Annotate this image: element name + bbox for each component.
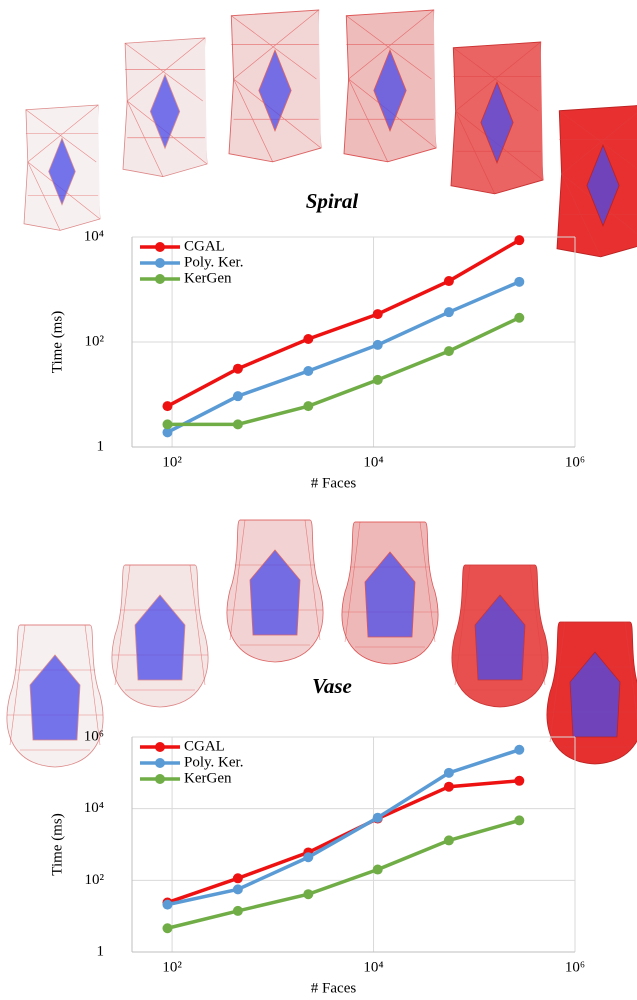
- data-point: [514, 745, 524, 755]
- y-tick-label: 10⁴: [84, 228, 104, 244]
- data-point: [514, 815, 524, 825]
- y-axis-label: Time (ms): [49, 813, 65, 875]
- data-point: [514, 313, 524, 323]
- legend-item: KerGen: [140, 770, 232, 786]
- data-point: [373, 865, 383, 875]
- data-point: [233, 391, 243, 401]
- figure: 10² 10⁴ 10⁶ 1 10² 10⁴ Spiral # Faces Time (ms) CG…: [0, 0, 637, 1000]
- data-point: [303, 334, 313, 344]
- legend-label: Poly. Ker.: [184, 254, 243, 270]
- data-point: [233, 419, 243, 429]
- data-point: [303, 366, 313, 376]
- legend-label: CGAL: [184, 738, 225, 754]
- y-axis-label: Time (ms): [49, 311, 65, 373]
- series-line: [167, 781, 519, 903]
- data-point: [514, 277, 524, 287]
- data-point: [444, 782, 454, 792]
- legend-marker: [155, 242, 165, 252]
- y-tick-label: 10⁴: [84, 800, 104, 816]
- data-point: [162, 419, 172, 429]
- data-point: [373, 309, 383, 319]
- series-line: [167, 282, 519, 433]
- x-axis-label: # Faces: [311, 980, 357, 996]
- x-tick-label: 10²: [162, 959, 182, 975]
- data-point: [373, 375, 383, 385]
- legend-marker: [155, 274, 165, 284]
- data-point: [303, 401, 313, 411]
- x-tick-label: 10⁴: [363, 959, 383, 975]
- data-point: [444, 276, 454, 286]
- legend-item: KerGen: [140, 270, 232, 286]
- legend-label: CGAL: [184, 238, 225, 254]
- chart: 10² 10⁴ 10⁶ 1 10² 10⁴ 10⁶ Vase # Faces Time (ms) C…: [49, 674, 585, 997]
- x-axis-label: # Faces: [311, 475, 357, 491]
- data-point: [233, 364, 243, 374]
- data-point: [444, 346, 454, 356]
- chart: 10² 10⁴ 10⁶ 1 10² 10⁴ Spiral # Faces Time (ms) CG…: [49, 189, 585, 492]
- legend-item: CGAL: [140, 238, 225, 254]
- y-tick-label: 10²: [85, 333, 105, 349]
- data-point: [444, 768, 454, 778]
- data-point: [514, 776, 524, 786]
- legend-marker: [155, 742, 165, 752]
- data-point: [233, 884, 243, 894]
- data-point: [233, 906, 243, 916]
- legend-marker: [155, 258, 165, 268]
- data-point: [162, 401, 172, 411]
- x-tick-label: 10⁴: [363, 454, 383, 470]
- x-tick-label: 10⁶: [565, 454, 585, 470]
- data-point: [233, 873, 243, 883]
- legend-item: CGAL: [140, 738, 225, 754]
- legend-label: KerGen: [184, 770, 232, 786]
- chart-title: Vase: [312, 674, 352, 698]
- x-tick-label: 10⁶: [565, 959, 585, 975]
- data-point: [303, 852, 313, 862]
- data-point: [444, 307, 454, 317]
- spiral-renders: [24, 10, 637, 257]
- legend-marker: [155, 774, 165, 784]
- x-tick-label: 10²: [162, 454, 182, 470]
- legend-marker: [155, 758, 165, 768]
- data-point: [162, 923, 172, 933]
- data-point: [303, 889, 313, 899]
- legend-label: KerGen: [184, 270, 232, 286]
- data-point: [514, 235, 524, 245]
- data-point: [373, 340, 383, 350]
- data-point: [162, 900, 172, 910]
- y-tick-label: 10²: [85, 872, 105, 888]
- chart-title: Spiral: [306, 189, 359, 213]
- data-point: [444, 835, 454, 845]
- series-line: [167, 318, 519, 425]
- y-tick-label: 1: [97, 943, 105, 959]
- legend-label: Poly. Ker.: [184, 754, 243, 770]
- legend-item: Poly. Ker.: [140, 254, 243, 270]
- y-tick-label: 1: [97, 438, 105, 454]
- data-point: [373, 813, 383, 823]
- legend-item: Poly. Ker.: [140, 754, 243, 770]
- y-tick-label: 10⁶: [84, 728, 104, 744]
